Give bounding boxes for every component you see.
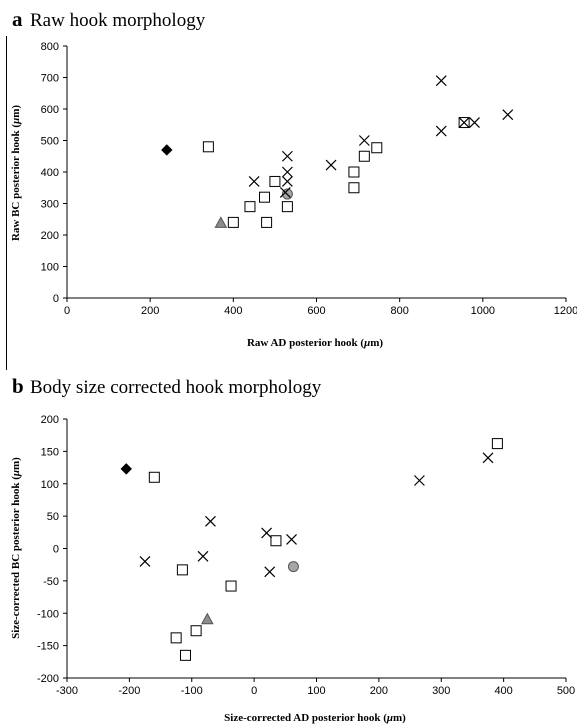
panel-a-point-cross bbox=[469, 117, 480, 128]
panel-a-point-square bbox=[259, 191, 271, 203]
panel-a-x-tick-label: 200 bbox=[141, 305, 159, 317]
panel-a-point-square bbox=[227, 216, 239, 228]
panel-b-point-cross bbox=[264, 566, 276, 578]
panel-a-point-cross bbox=[502, 109, 514, 121]
panel-b-x-tick-label: -100 bbox=[181, 685, 203, 697]
panel-a-y-tick-label: 700 bbox=[41, 73, 59, 85]
panel-a-point-cross bbox=[435, 125, 447, 137]
panel-a-point-square bbox=[358, 150, 370, 162]
panel-a-title: Raw hook morphology bbox=[30, 10, 206, 31]
panel-b-point-diamond bbox=[120, 463, 132, 475]
panel-b-y-tick-label: -100 bbox=[37, 608, 59, 620]
panel-b-x-tick-label: -200 bbox=[118, 685, 140, 697]
panel-b-point-square bbox=[148, 471, 160, 483]
panel-b-point-cross bbox=[286, 534, 297, 545]
panel-a-y-tick-label: 100 bbox=[41, 262, 59, 274]
panel-b-point-cross bbox=[197, 550, 209, 562]
panel-a-x-tick-label: 600 bbox=[307, 305, 325, 317]
panel-a-y-tick-label: 500 bbox=[41, 136, 59, 148]
panel-b-point-circle bbox=[287, 561, 299, 573]
panel-b-y-tick-label: 0 bbox=[53, 544, 59, 556]
panel-b-point-cross bbox=[261, 527, 273, 539]
panel-b-point-square bbox=[491, 438, 503, 450]
panel-b-title: Body size corrected hook morphology bbox=[30, 377, 322, 398]
panel-a-point-diamond bbox=[161, 144, 173, 156]
panel-a-point-cross bbox=[248, 176, 260, 187]
panel-b-x-tick-label: 200 bbox=[370, 685, 388, 697]
panel-b-point-cross bbox=[482, 452, 494, 464]
panel-a-y-axis-title: Raw BC posterior hook (μm) bbox=[10, 105, 22, 241]
panel-a-x-axis-title: Raw AD posterior hook (μm) bbox=[247, 337, 383, 349]
panel-a-y-tick-label: 800 bbox=[41, 41, 59, 53]
panel-b-y-tick-label: 200 bbox=[41, 414, 59, 426]
panel-b-y-tick-label: -150 bbox=[37, 641, 59, 653]
panel-a-point-square bbox=[202, 141, 214, 153]
panel-a-point-cross bbox=[358, 135, 370, 146]
panel-a-y-tick-label: 400 bbox=[41, 167, 59, 179]
panel-a-point-triangle bbox=[214, 216, 228, 228]
panel-b-x-tick-label: 100 bbox=[307, 685, 325, 697]
panel-b-y-tick-label: -50 bbox=[43, 576, 59, 588]
panel-a-point-cross bbox=[281, 176, 293, 187]
panel-b-y-axis-title: Size-corrected BC posterior hook (μm) bbox=[10, 457, 22, 639]
panel-b-y-tick-label: 50 bbox=[47, 511, 59, 523]
panel-a-point-square bbox=[261, 216, 273, 228]
panel-a-point-cross bbox=[281, 150, 293, 162]
panel-b-x-tick-label: -300 bbox=[56, 685, 78, 697]
panel-a-point-square bbox=[348, 166, 360, 178]
panel-a-x-tick-label: 1200 bbox=[554, 305, 577, 317]
panel-b-point-triangle bbox=[200, 612, 214, 625]
panel-b-point-cross bbox=[205, 515, 216, 527]
panel-b-letter: b bbox=[12, 374, 24, 398]
panel-b-x-tick-label: 300 bbox=[432, 685, 450, 697]
panel-b: b Body size corrected hook morphology Si… bbox=[10, 374, 575, 724]
panel-a-point-cross bbox=[279, 187, 291, 198]
panel-b-point-cross bbox=[139, 556, 151, 567]
panel-b-point-square bbox=[170, 632, 182, 644]
panel-b-y-tick-label: 100 bbox=[41, 479, 59, 491]
panel-a-x-tick-label: 0 bbox=[64, 305, 70, 317]
panel-a-point-square bbox=[371, 142, 383, 154]
panel-b-x-tick-label: 400 bbox=[494, 685, 512, 697]
panel-b-point-square bbox=[176, 564, 188, 576]
panel-b-x-axis-title: Size-corrected AD posterior hook (μm) bbox=[224, 712, 406, 724]
panel-a-y-tick-label: 300 bbox=[41, 199, 59, 211]
panel-b-point-square bbox=[180, 649, 192, 661]
panel-a-point-cross bbox=[458, 117, 470, 128]
panel-b-point-square bbox=[190, 625, 202, 637]
panel-b-point-cross bbox=[413, 475, 425, 486]
panel-a-x-tick-label: 1000 bbox=[471, 305, 495, 317]
panel-b-point-square bbox=[225, 580, 237, 592]
panel-a-y-tick-label: 0 bbox=[53, 293, 59, 305]
panel-a-point-square bbox=[281, 201, 293, 213]
panel-a-point-square bbox=[269, 175, 281, 187]
panel-b-point-square bbox=[270, 535, 282, 547]
panel-a-y-tick-label: 600 bbox=[41, 104, 59, 116]
panel-a-point-cross bbox=[325, 159, 337, 171]
panel-a-x-tick-label: 800 bbox=[390, 305, 408, 317]
panel-a-point-square bbox=[348, 182, 360, 194]
panel-b-y-tick-label: -200 bbox=[37, 673, 59, 685]
panel-a-y-tick-label: 200 bbox=[41, 230, 59, 242]
panel-a-point-cross bbox=[435, 75, 447, 87]
panel-b-y-tick-label: 150 bbox=[41, 446, 59, 458]
panel-a: a Raw hook morphology Raw AD posterior h… bbox=[10, 7, 577, 349]
panel-a-point-cross bbox=[281, 166, 293, 178]
panel-b-x-tick-label: 500 bbox=[557, 685, 575, 697]
panel-b-x-tick-label: 0 bbox=[251, 685, 257, 697]
panel-a-point-square bbox=[244, 201, 256, 213]
panel-a-x-tick-label: 400 bbox=[224, 305, 242, 317]
panel-a-letter: a bbox=[12, 7, 23, 31]
